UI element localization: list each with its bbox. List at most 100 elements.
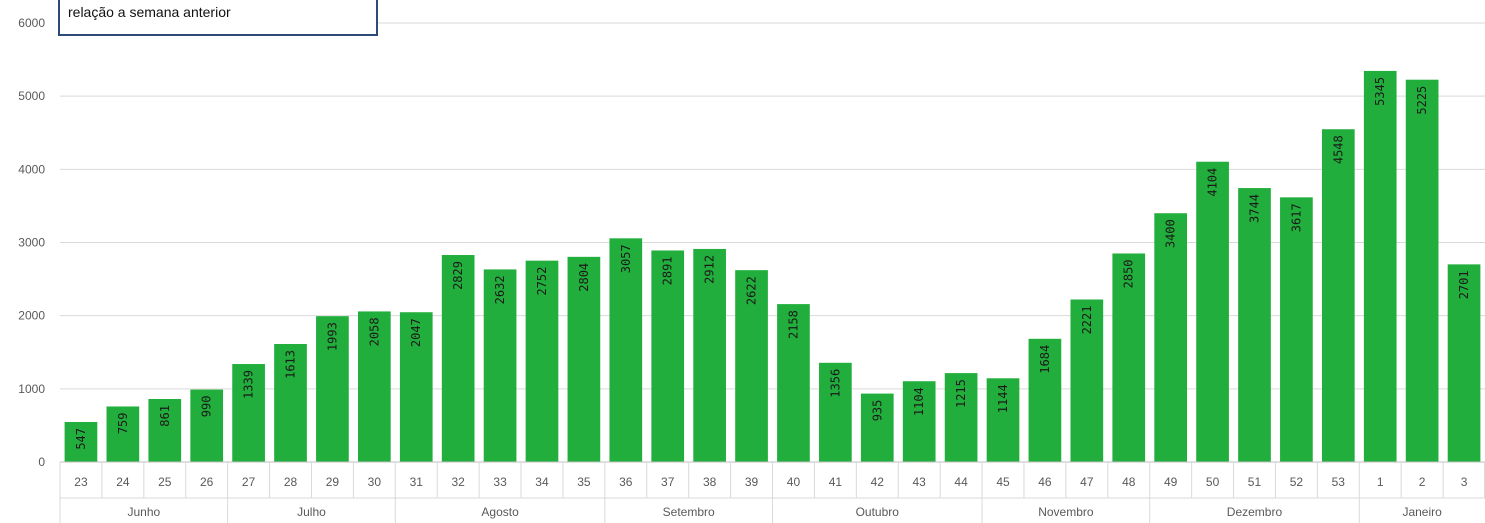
data-label: 3057 [619,244,633,273]
month-label: Agosto [481,505,519,519]
week-tick-label: 29 [326,475,340,489]
data-label: 3400 [1164,219,1178,248]
bar [1447,264,1481,462]
bar [525,260,559,462]
data-label: 2912 [703,255,717,284]
bar [1070,299,1104,462]
bar [357,311,391,462]
week-tick-label: 44 [954,475,968,489]
bar [1028,338,1062,462]
bar [735,270,768,462]
week-tick-label: 40 [787,475,801,489]
week-tick-label: 41 [829,475,843,489]
week-tick-label: 31 [410,475,424,489]
data-label: 4104 [1206,168,1220,197]
data-label: 1613 [284,350,298,379]
month-label: Novembro [1038,505,1094,519]
y-tick-label: 5000 [18,89,45,103]
y-tick-label: 0 [38,455,45,469]
bar [693,248,726,462]
week-tick-label: 51 [1248,475,1262,489]
bar [1321,129,1355,462]
data-label: 2622 [745,276,759,305]
week-tick-label: 42 [871,475,885,489]
week-tick-label: 50 [1206,475,1220,489]
data-label: 3617 [1289,203,1303,232]
data-label: 547 [74,428,88,450]
week-tick-label: 34 [535,475,549,489]
data-label: 1104 [912,387,926,416]
bar [316,316,349,462]
bar [1363,70,1397,462]
bar [1280,197,1313,462]
week-tick-label: 52 [1290,475,1304,489]
week-tick-label: 25 [158,475,172,489]
data-label: 2058 [367,317,381,346]
data-label: 2804 [577,263,591,292]
week-tick-label: 49 [1164,475,1178,489]
bar [1405,79,1439,463]
bar [274,343,307,462]
week-tick-label: 32 [451,475,465,489]
bar [148,399,182,462]
week-tick-label: 24 [116,475,130,489]
week-tick-label: 48 [1122,475,1136,489]
data-label: 1215 [954,379,968,408]
week-tick-label: 1 [1377,475,1384,489]
week-tick-label: 23 [74,475,88,489]
y-tick-label: 2000 [18,309,45,323]
bar [1238,188,1271,462]
bar [651,250,685,462]
bar [1112,253,1146,462]
data-label: 861 [158,405,172,427]
data-label: 1993 [325,322,339,351]
data-label: 1339 [242,370,256,399]
bar [1154,213,1188,462]
annotation-box: relação a semana anterior [58,0,378,36]
data-label: 4548 [1331,135,1345,164]
month-label: Outubro [856,505,900,519]
y-tick-label: 6000 [18,16,45,30]
bar [567,256,601,462]
data-label: 5345 [1373,77,1387,106]
month-label: Junho [127,505,160,519]
week-tick-label: 36 [619,475,633,489]
y-tick-label: 4000 [18,162,45,176]
bar [860,393,894,462]
month-label: Dezembro [1227,505,1283,519]
y-tick-label: 3000 [18,236,45,250]
bar [986,378,1020,462]
bar [819,362,852,462]
week-tick-label: 43 [913,475,927,489]
data-label: 2701 [1457,270,1471,299]
data-label: 1684 [1038,345,1052,374]
data-label: 759 [116,412,130,434]
week-tick-label: 53 [1332,475,1346,489]
data-label: 1144 [996,384,1010,413]
week-tick-label: 30 [368,475,382,489]
annotation-text: relação a semana anterior [68,4,231,20]
bar [441,255,475,462]
week-tick-label: 39 [745,475,759,489]
bar [483,269,517,462]
bar [190,389,224,462]
bar [902,381,936,462]
data-label: 2829 [451,261,465,290]
bar [1196,161,1229,462]
week-tick-label: 26 [200,475,214,489]
data-label: 990 [200,396,214,418]
data-label: 2850 [1122,259,1136,288]
month-label: Janeiro [1402,505,1442,519]
data-label: 2047 [409,318,423,347]
bar [777,304,810,462]
week-tick-label: 47 [1080,475,1094,489]
week-tick-label: 27 [242,475,256,489]
week-tick-label: 33 [493,475,507,489]
data-label: 5225 [1415,86,1429,115]
month-label: Julho [297,505,326,519]
week-tick-label: 28 [284,475,298,489]
data-label: 2158 [786,310,800,339]
data-label: 1356 [828,369,842,398]
data-label: 2891 [661,256,675,285]
